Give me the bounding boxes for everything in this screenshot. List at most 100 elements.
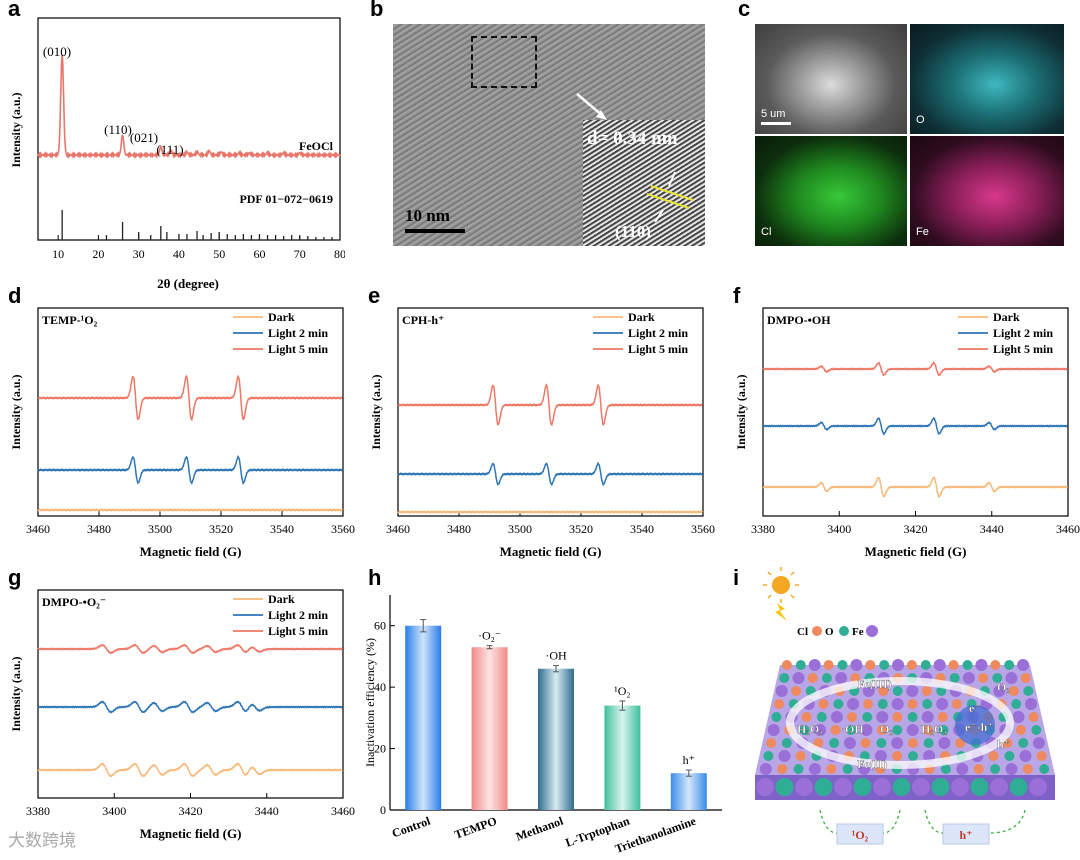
panel-label-b: b — [370, 0, 384, 21]
epr-chart-f: 3380 3400 3420 3440 3460 Magnetic field (G) In… — [734, 307, 1080, 559]
lattice-atom — [1023, 686, 1034, 696]
eds-fe-tile: Fe — [910, 136, 1064, 246]
lattice-atom — [791, 686, 802, 696]
lattice-atom — [876, 738, 887, 748]
tem-scale-label: 10 nm — [405, 206, 450, 225]
legend-2: Light 5 min — [993, 342, 1053, 356]
bar-annotation-1: ·O₂⁻ — [478, 629, 501, 643]
lattice-atom — [988, 751, 999, 761]
mechanism-label-2: O₂ — [997, 680, 1010, 694]
lattice-atom — [865, 660, 876, 670]
lattice-atom — [921, 686, 932, 696]
lattice-atom — [1005, 763, 1018, 775]
epr-title: DMPO-•O₂⁻ — [42, 595, 106, 609]
legend-2: Light 5 min — [268, 342, 328, 356]
epr-ylabel: Intensity (a.u.) — [369, 374, 383, 449]
epr-title: DMPO-•OH — [767, 313, 831, 327]
lattice-atom — [1012, 711, 1025, 723]
product-box-0 — [836, 823, 884, 845]
lattice-atom — [834, 778, 852, 796]
mechanism-label-3: H₂O₂ — [797, 722, 823, 736]
lattice-atom — [759, 763, 772, 775]
peak-label-110: (110) — [104, 122, 132, 137]
lattice-atom — [912, 778, 930, 796]
epr-xlabel: Magnetic field (G) — [140, 826, 242, 841]
lattice-atom — [876, 711, 889, 723]
lattice-atom — [1019, 750, 1032, 762]
sem-tile: 5 um — [755, 24, 907, 134]
lattice-atom — [823, 660, 834, 670]
legend-fe: Fe — [852, 626, 864, 638]
lattice-atom — [771, 712, 782, 722]
xtick-3480: 3480 — [87, 522, 111, 536]
lattice-atom — [821, 673, 832, 683]
epr-trace-light-5-min — [37, 374, 343, 422]
lattice-atom — [781, 660, 792, 670]
bar-l-trptophan — [604, 705, 641, 810]
lattice-atom — [906, 685, 919, 697]
lattice-atom — [862, 699, 873, 709]
lattice-atom — [847, 712, 857, 722]
lattice-atom — [837, 660, 848, 670]
lattice-atom — [874, 750, 887, 762]
lattice-atom — [793, 764, 804, 774]
lattice-atom — [1036, 751, 1047, 761]
epr-xlabel: Magnetic field (G) — [865, 544, 967, 559]
lattice-atom — [847, 698, 860, 710]
lattice-atom — [775, 778, 794, 796]
lattice-atom — [931, 778, 950, 796]
peak-label-111: (111) — [156, 142, 183, 157]
lattice-atom — [826, 764, 837, 774]
lattice-atom — [973, 764, 984, 774]
xtick-3400: 3400 — [827, 522, 851, 536]
lattice-atom — [936, 686, 947, 696]
epr-trace-light-2-min — [397, 461, 704, 487]
legend-2: Light 5 min — [268, 624, 328, 638]
xtick-3400: 3400 — [102, 804, 126, 818]
lattice-atom — [892, 659, 905, 671]
lattice-atom — [923, 725, 934, 735]
lattice-atom — [814, 724, 827, 736]
epr-trace-dark — [762, 476, 1069, 499]
lattice-atom — [1025, 698, 1037, 710]
lattice-atom — [933, 659, 946, 671]
lattice-atom — [922, 699, 933, 709]
lattice-atom — [923, 750, 936, 762]
lattice-atom — [937, 712, 948, 722]
lattice-atom — [921, 711, 934, 723]
bar-tempo — [471, 647, 508, 810]
lattice-atom — [892, 712, 903, 722]
panel-a-xrd: 10 20 30 40 50 60 70 80 Intensity (a.u.) 2θ (de… — [0, 0, 346, 295]
xtick-3500: 3500 — [508, 522, 532, 536]
xrd-xtick-10: 10 — [52, 247, 64, 261]
lattice-atom — [992, 673, 1003, 683]
legend-1: Light 2 min — [993, 326, 1053, 340]
lattice-atom — [1029, 778, 1047, 796]
lattice-atom — [1015, 725, 1026, 735]
epr-trace-light-2-min — [762, 416, 1069, 436]
lattice-atom — [1039, 764, 1050, 774]
eds-fe-label: Fe — [916, 226, 929, 238]
bar-category-1: TEMPO — [452, 814, 498, 842]
lattice-atom — [808, 763, 821, 775]
xtick-3440: 3440 — [255, 804, 279, 818]
legend-1: Light 2 min — [628, 326, 688, 340]
mechanism-label-9: h⁺ — [997, 737, 1010, 751]
panel-i-schematic: i Cl O Fe Fe(III) Fe(II) O₂ H₂O₂ ·OH O₂ H₂O₂ e⁻… — [725, 565, 1080, 855]
lattice-atom — [879, 660, 890, 670]
epr-chart-g: 3380 3400 3420 3440 3460 Magnetic field (G) In… — [9, 589, 355, 841]
panel-label-h: h — [368, 565, 382, 590]
legend-cl: Cl — [797, 626, 808, 638]
mechanism-label-8: e⁻-h⁺ — [965, 720, 994, 734]
xtick-3440: 3440 — [980, 522, 1004, 536]
lattice-atom — [1004, 751, 1015, 761]
epr-ylabel: Intensity (a.u.) — [9, 374, 23, 449]
xrd-xtick-50: 50 — [213, 247, 225, 261]
lattice-atom — [862, 712, 873, 722]
epr-ylabel: Intensity (a.u.) — [9, 656, 23, 731]
lattice-atom — [767, 724, 780, 736]
lattice-atom — [835, 672, 848, 684]
selection-box — [471, 36, 537, 88]
panel-label-e: e — [368, 283, 381, 308]
product-box-1 — [942, 823, 990, 845]
